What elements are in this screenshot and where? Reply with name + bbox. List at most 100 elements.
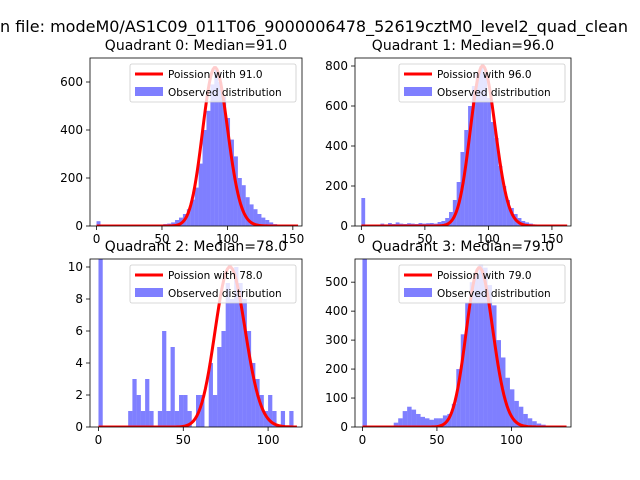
legend-label-poisson: Poission with 78.0 [168,270,263,282]
histogram-bar [523,413,528,427]
histogram-bar [212,395,218,427]
histogram-bar [221,331,226,427]
histogram-bar [198,163,203,226]
histogram-bar [269,222,274,226]
y-tick-label: 800 [325,59,348,73]
histogram-bar [251,363,256,427]
histogram-bar [170,347,175,427]
x-tick-label: 0 [93,232,101,246]
histogram-bar [468,106,472,226]
histogram-bar [183,395,188,427]
histogram-bar [487,98,491,226]
histogram-bar [483,74,488,226]
histogram-bar [136,395,141,427]
histogram-bar [194,187,199,226]
legend: Poission with 96.0 Observed distribution [398,63,566,103]
histogram-bar [496,340,501,427]
histogram-bar [166,411,171,427]
y-tick-label: 0 [340,420,348,434]
histogram-bar [225,283,230,427]
histogram-bar [208,363,213,427]
histogram-bar [263,411,269,427]
axes-frame [354,258,572,428]
histogram-bar [218,82,223,226]
histogram-bar [238,283,243,427]
histogram-bar [532,421,537,427]
legend: Poission with 78.0 Observed distribution [129,264,297,304]
histogram-bar [474,273,479,427]
x-tick-label: 100 [500,433,523,447]
histogram-bar [249,204,254,226]
histogram-bar [429,419,434,427]
histogram-bar [456,369,461,427]
x-tick-label: 100 [257,433,280,447]
histogram-bar [479,66,484,226]
histogram-bar [96,221,101,226]
x-tick-label: 50 [429,433,444,447]
x-tick-label: 50 [176,433,191,447]
histogram-bar [253,209,258,226]
histogram-bar [416,413,421,427]
histogram-bar [190,199,195,226]
histogram-bar [222,96,227,226]
histogram-bar [518,406,524,427]
histogram-bar [162,331,167,427]
histogram-bar [464,130,469,226]
chart-title: Quadrant 0: Median=91.0 [105,38,287,54]
x-tick-label: 50 [154,232,169,246]
histogram-bar [245,197,250,226]
x-tick-label: 0 [358,232,366,246]
histogram-bar [229,299,235,427]
y-tick-label: 300 [325,333,348,347]
x-tick-label: 150 [281,232,304,246]
histogram-bar [171,222,176,226]
histogram-bar [268,395,273,427]
histogram-bar [214,70,219,226]
chart-title: Quadrant 2: Median=78.0 [105,239,287,255]
axes-frame [89,258,303,428]
histogram-bar [478,264,484,427]
legend-label-poisson: Poission with 91.0 [168,69,263,81]
histogram-bar [395,222,400,226]
suptitle: n file: modeM0/AS1C09_011T06_9000006478_… [0,17,628,37]
histogram-bar [393,422,399,427]
histogram-bar [98,259,103,427]
histogram-bar [527,418,533,427]
histogram-bar [361,198,366,226]
histogram-bar [261,217,266,226]
histogram-bar [492,305,497,427]
legend: Poission with 91.0 Observed distribution [129,63,297,103]
legend-label-poisson: Poission with 79.0 [437,270,532,282]
histogram-bar [449,212,453,226]
histogram-bar [460,334,466,427]
y-tick-label: 6 [75,324,83,338]
histogram-bar [441,221,446,226]
histogram-bar [447,413,452,427]
y-tick-label: 10 [68,260,83,274]
histogram-bar [246,331,252,427]
histogram-bar [494,138,499,226]
y-tick-label: 500 [325,275,348,289]
histogram-bar [433,418,439,427]
histogram-bar [242,299,247,427]
chart-title: Quadrant 1: Median=96.0 [372,38,554,54]
y-tick-label: 600 [325,99,348,113]
x-tick-label: 100 [477,232,500,246]
y-tick-label: 200 [325,362,348,376]
histogram-bar [257,214,262,226]
y-tick-label: 0 [340,219,348,233]
histogram-bar [186,209,191,226]
legend-label-observed: Observed distribution [168,87,282,99]
histogram-bar [132,379,137,427]
histogram-bar [206,110,211,226]
histogram-bar [157,411,163,427]
histogram-bar [407,406,412,427]
histogram-bar [475,74,480,226]
histogram-bar [128,411,133,427]
legend-label-poisson: Poission with 96.0 [437,69,532,81]
histogram-bar [226,118,231,226]
histogram-bar [187,411,192,427]
histogram-bar [402,411,408,427]
histogram-bar [241,185,246,226]
